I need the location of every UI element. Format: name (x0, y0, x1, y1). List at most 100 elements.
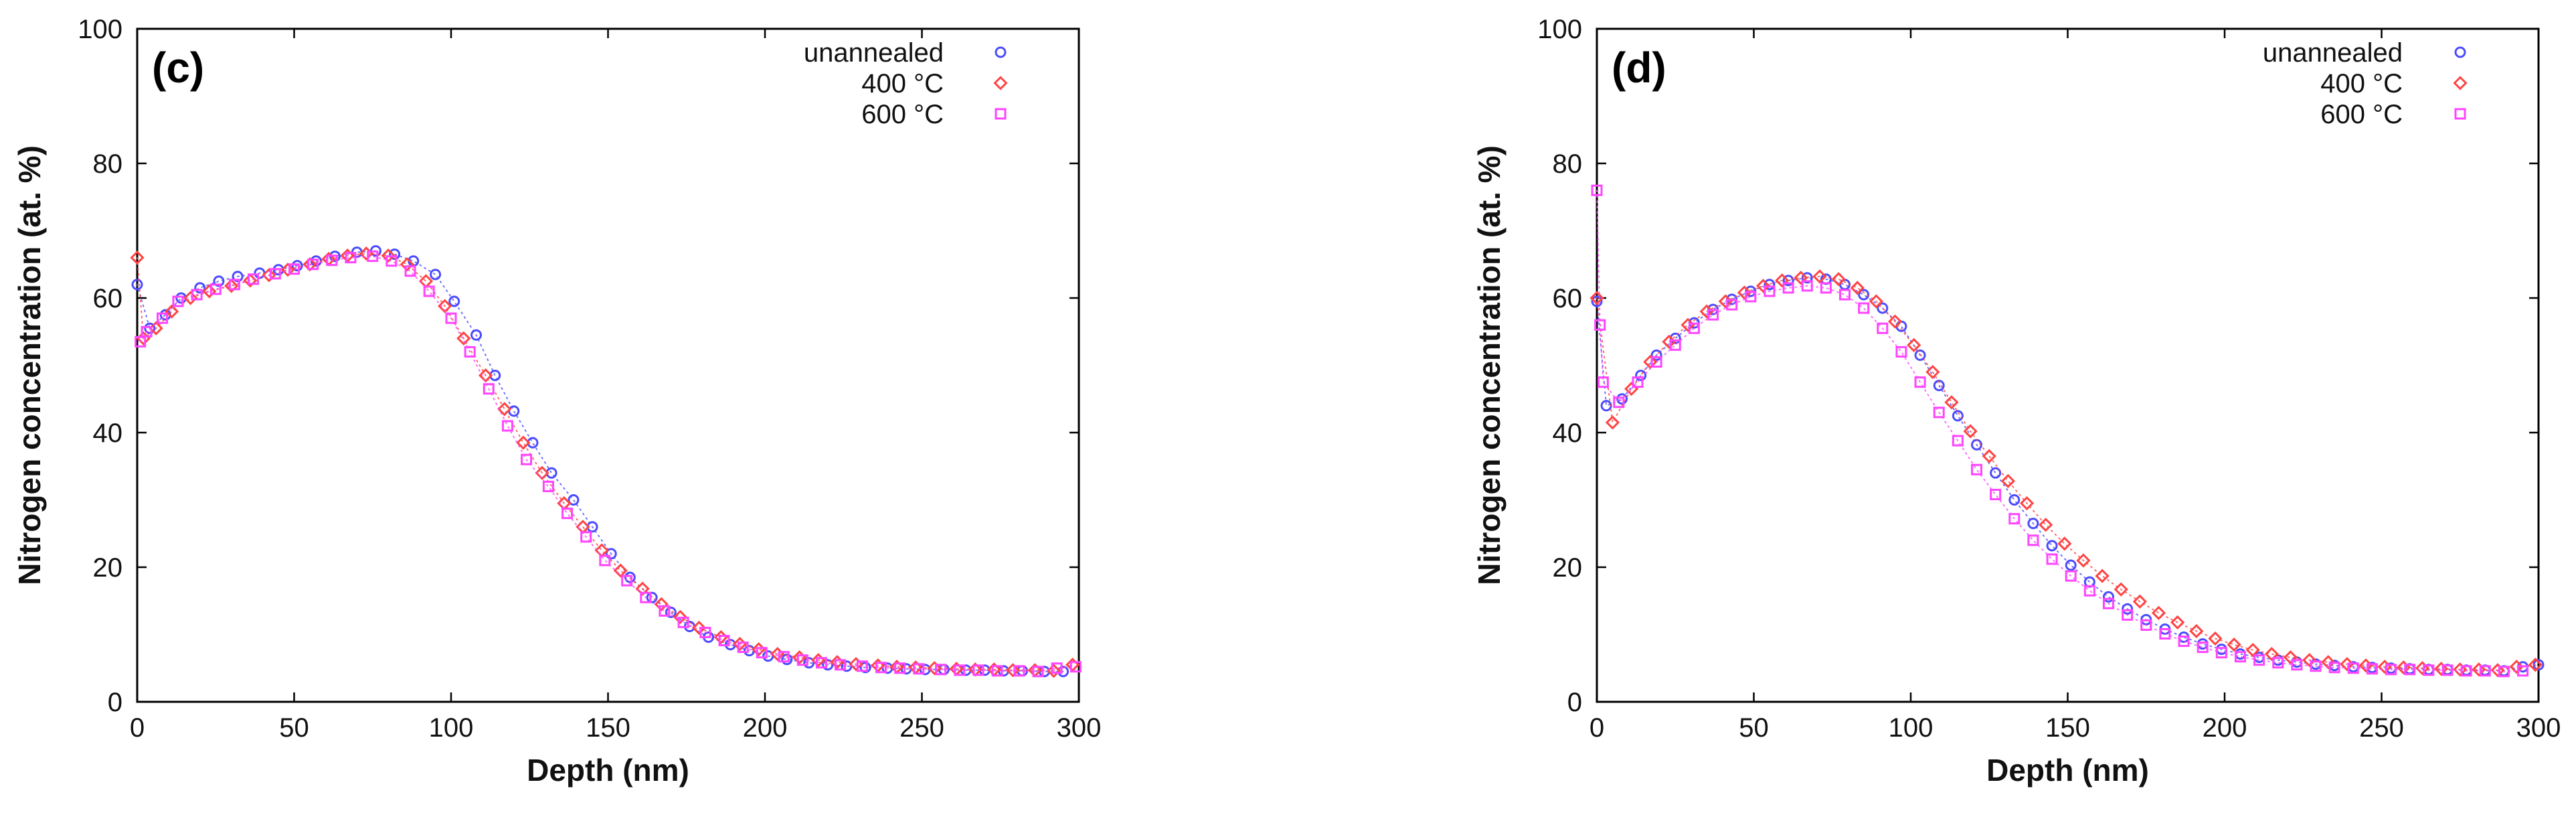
data-point (2328, 662, 2340, 674)
data-point (183, 291, 198, 305)
data-point (1650, 349, 1662, 361)
data-point (562, 508, 574, 520)
data-point (423, 285, 435, 297)
data-point (2479, 665, 2491, 677)
data-point (2227, 637, 2241, 652)
data-point (1858, 302, 1870, 314)
data-point (2197, 642, 2209, 654)
data-point (2065, 559, 2077, 571)
data-point (516, 435, 531, 450)
data-point (1831, 272, 1846, 287)
legend-marker (2454, 108, 2466, 120)
data-point (2245, 642, 2260, 658)
data-point (2197, 638, 2209, 650)
series-line (1596, 277, 2539, 672)
data-point (2340, 657, 2354, 672)
data-point (654, 597, 669, 611)
y-tick-label: 60 (93, 284, 123, 313)
x-tick-label: 150 (2045, 713, 2090, 743)
data-point (624, 571, 636, 583)
data-point (367, 250, 379, 263)
data-point (2253, 654, 2265, 666)
data-point (1907, 338, 1921, 352)
data-point (1895, 346, 1907, 358)
data-point (172, 295, 184, 307)
data-point (1707, 309, 1719, 321)
legend-label: 600 °C (861, 100, 944, 129)
data-point (2046, 553, 2058, 565)
data-point (1605, 415, 1620, 430)
data-point (2272, 657, 2284, 669)
data-point (1046, 664, 1061, 678)
data-point (464, 346, 476, 358)
legend-label: 400 °C (2320, 69, 2403, 98)
data-point (613, 563, 628, 578)
data-point (2102, 591, 2114, 603)
data-point (2366, 663, 2378, 675)
x-tick-label: 50 (279, 713, 309, 743)
data-point (2027, 518, 2039, 530)
panel-label: (c) (152, 44, 204, 92)
y-tick-label: 80 (1553, 149, 1583, 179)
data-point (2114, 582, 2128, 597)
data-point (2283, 650, 2298, 665)
data-point (288, 263, 300, 275)
data-point (673, 609, 687, 624)
data-point (213, 275, 225, 287)
series-line (1596, 190, 2524, 672)
data-point (2122, 603, 2134, 615)
data-point (131, 279, 143, 291)
x-tick-label: 0 (1590, 713, 1604, 743)
data-point (1982, 449, 1996, 463)
data-point (2159, 627, 2171, 640)
data-point (677, 616, 689, 628)
plot-frame (136, 27, 1080, 703)
data-point (1782, 282, 1794, 294)
data-point (2517, 665, 2529, 677)
data-point (781, 654, 793, 666)
data-point (164, 304, 179, 319)
data-point (385, 255, 398, 267)
y-tick-label: 0 (1567, 688, 1582, 717)
y-tick-label: 20 (93, 553, 123, 583)
data-point (1613, 396, 1625, 408)
x-tick-label: 150 (586, 713, 630, 743)
data-point (2215, 647, 2227, 659)
x-tick-label: 250 (899, 713, 944, 743)
data-point (1858, 289, 1870, 301)
plot-frame (1596, 27, 2540, 703)
data-point (448, 295, 460, 307)
x-tick-label: 50 (1739, 713, 1769, 743)
data-point (2178, 636, 2190, 648)
legend-marker (2453, 76, 2468, 90)
legend-label: unannealed (804, 38, 944, 68)
x-tick-label: 300 (1057, 713, 1102, 743)
data-point (2170, 615, 2185, 630)
data-point (1970, 463, 1982, 475)
x-axis-title: Depth (nm) (527, 753, 689, 788)
data-point (157, 312, 169, 324)
data-point (542, 480, 554, 492)
x-tick-label: 250 (2359, 713, 2404, 743)
data-point (194, 282, 206, 294)
data-point (1839, 289, 1851, 301)
data-point (2008, 513, 2021, 525)
data-point (456, 331, 471, 346)
chart-panel-c: 0 50 100 150 200 250 300 0 20 40 60 80 100 Depth (nm)… (12, 15, 1101, 788)
data-point (202, 284, 217, 299)
data-point (2140, 619, 2152, 631)
data-point (621, 575, 633, 587)
data-point (2019, 496, 2035, 511)
data-point (835, 659, 847, 671)
data-point (1594, 319, 1606, 331)
data-point (1869, 294, 1884, 309)
data-point (2102, 597, 2114, 609)
y-tick-label: 40 (1553, 419, 1583, 448)
y-tick-label: 100 (78, 15, 122, 44)
data-point (326, 254, 338, 267)
data-point (280, 263, 295, 277)
data-point (2264, 647, 2279, 662)
data-point (1726, 299, 1738, 311)
data-point (1643, 354, 1658, 370)
